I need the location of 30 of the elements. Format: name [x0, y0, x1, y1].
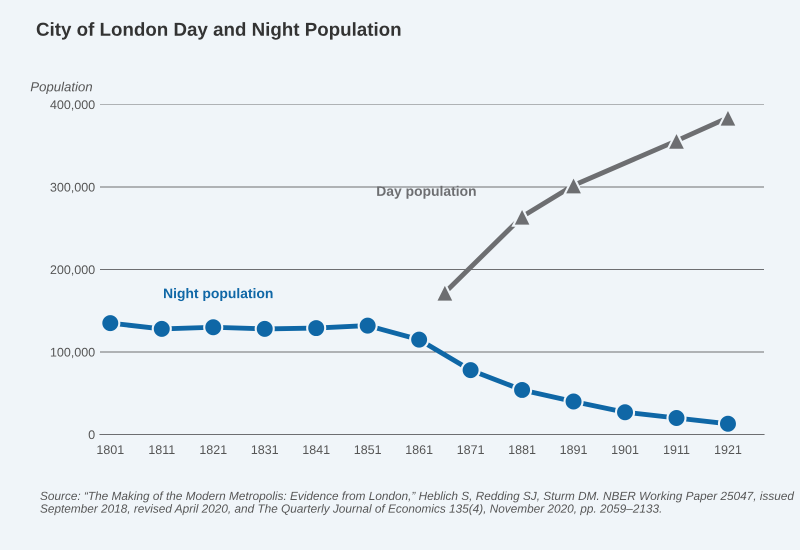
x-tick-label: 1831	[252, 445, 278, 454]
x-tick-label: 1801	[97, 445, 124, 454]
x-tick-label: 1821	[200, 445, 227, 454]
x-tick-label: 1911	[664, 445, 690, 454]
x-tick-label: 1851	[354, 445, 381, 454]
y-axis-title: Population	[30, 82, 92, 94]
point	[203, 317, 224, 338]
chart-title: City of London Day and Night Population	[36, 22, 400, 40]
point	[358, 316, 378, 336]
x-tick-label: 1841	[303, 445, 330, 454]
x-tick-label: 1811	[149, 445, 175, 454]
y-tick-label: 400,000	[50, 100, 95, 111]
point	[254, 318, 275, 339]
x-tick-label: 1921	[715, 445, 742, 454]
point	[409, 330, 430, 350]
x-tick-label: 1891	[560, 445, 587, 454]
x-tick-label: 1881	[509, 445, 536, 454]
x-tick-label: 1861	[406, 445, 432, 454]
x-tick-label: 1901	[612, 445, 638, 454]
y-tick-label: 100,000	[50, 348, 95, 358]
x-tick-label: 1871	[458, 445, 484, 454]
source-note: Source: “The Making of the Modern Metropolis: Evidence from London,” Heblich S, Redding SJ, Sturm DM. NBER Working Paper 25047, issued September 2018, revised April 2020, and The Quarterly Journal of Economics 135(4), November 2020, pp. 2059–2133.	[40, 491, 794, 516]
y-tick-label: 300,000	[50, 182, 95, 194]
y-tick-label: 200,000	[50, 265, 95, 276]
series-label: Night population	[164, 288, 273, 302]
point	[460, 360, 481, 380]
point	[614, 402, 636, 422]
point	[152, 318, 172, 339]
point	[100, 313, 120, 334]
y-tick-label: 0	[88, 430, 95, 440]
